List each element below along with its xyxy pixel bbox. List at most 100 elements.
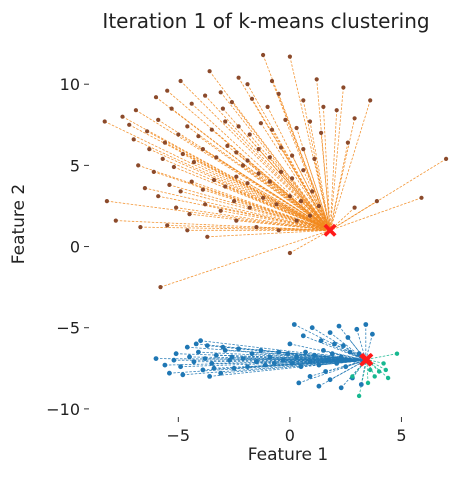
data-point-1-35: [329, 351, 335, 357]
data-point-1-73: [341, 343, 346, 348]
data-point-0-105: [444, 156, 449, 161]
data-point-1-60: [296, 380, 302, 386]
data-point-1-17: [249, 351, 255, 357]
assignment-line-0-28: [329, 118, 355, 231]
assignment-line-0-20: [220, 92, 331, 231]
centroid-marker-0: [323, 223, 337, 237]
data-point-0-46: [136, 163, 141, 168]
data-point-1-36: [334, 361, 340, 366]
data-point-1-58: [363, 322, 369, 327]
data-point-1-16: [245, 364, 250, 370]
assignment-line-0-15: [146, 130, 331, 231]
assignment-line-0-78: [176, 207, 331, 231]
data-point-0-42: [294, 125, 299, 131]
data-point-1-34: [325, 357, 331, 363]
data-point-1-27: [294, 354, 299, 360]
centroid-markers: [323, 223, 374, 367]
data-point-1-57: [354, 326, 360, 332]
assignment-line-1-70: [209, 359, 366, 377]
data-point-0-88: [310, 189, 315, 194]
data-point-0-22: [249, 96, 255, 101]
data-point-1-30: [307, 359, 313, 365]
data-point-0-3: [178, 78, 183, 84]
data-point-0-10: [341, 85, 346, 90]
assignment-line-0-53: [216, 156, 331, 231]
data-point-0-45: [345, 140, 350, 145]
data-point-1-20: [262, 362, 268, 368]
assignment-line-0-43: [309, 121, 331, 231]
data-point-1-69: [198, 338, 204, 344]
assignment-line-0-18: [191, 103, 331, 231]
assignment-line-0-85: [276, 203, 331, 231]
data-point-0-38: [247, 132, 252, 137]
assignment-line-1-51: [303, 335, 366, 361]
data-point-0-103: [374, 199, 379, 204]
assignment-line-0-22: [251, 98, 331, 231]
assignment-line-1-17: [251, 353, 366, 361]
data-point-0-30: [147, 147, 152, 152]
data-point-1-2: [180, 372, 186, 378]
data-point-0-40: [269, 127, 275, 132]
data-point-0-48: [160, 156, 165, 161]
assignment-line-0-24: [278, 93, 331, 231]
data-point-1-33: [321, 348, 326, 353]
data-point-2-0: [394, 351, 400, 356]
data-point-0-85: [274, 202, 279, 207]
data-point-1-39: [347, 349, 353, 355]
assignment-line-0-29: [133, 139, 331, 231]
data-point-0-9: [314, 77, 319, 82]
data-point-0-32: [176, 132, 181, 137]
data-point-1-52: [309, 325, 315, 331]
assignment-line-1-57: [356, 329, 367, 361]
data-point-0-8: [287, 54, 292, 59]
data-point-1-28: [298, 364, 304, 370]
data-point-1-44: [187, 354, 192, 360]
data-point-0-33: [185, 124, 190, 129]
y-tick-label-0: −10: [46, 400, 80, 419]
data-point-0-89: [316, 203, 321, 209]
data-point-0-52: [200, 147, 205, 152]
data-point-0-19: [203, 93, 208, 98]
data-point-0-74: [267, 179, 272, 184]
data-point-1-40: [352, 357, 357, 363]
data-point-0-94: [185, 228, 190, 233]
data-point-1-72: [332, 341, 337, 347]
assignment-line-0-86: [289, 195, 331, 231]
assignment-line-0-33: [187, 126, 331, 231]
assignment-line-1-49: [231, 356, 366, 361]
data-point-0-27: [334, 108, 339, 113]
x-axis-label: Feature 1: [248, 445, 328, 465]
data-point-1-43: [178, 364, 184, 370]
data-point-0-2: [165, 88, 170, 93]
data-point-0-82: [232, 199, 237, 204]
data-point-2-6: [350, 374, 355, 379]
data-point-0-23: [265, 104, 270, 109]
data-point-0-80: [203, 202, 208, 207]
assignment-line-0-70: [225, 186, 331, 231]
assignment-line-0-47: [153, 171, 331, 231]
data-point-1-41: [356, 351, 362, 357]
assignment-line-0-23: [267, 106, 331, 231]
data-point-0-68: [200, 187, 205, 192]
data-point-0-86: [287, 194, 292, 199]
data-point-1-47: [211, 365, 217, 371]
assignment-line-0-54: [227, 145, 331, 231]
data-point-0-95: [234, 218, 239, 223]
data-point-1-22: [271, 361, 277, 366]
y-axis-ticks: −10 −5 0 5 10: [46, 75, 89, 419]
assignment-line-0-8: [289, 56, 331, 231]
data-point-0-15: [145, 129, 150, 134]
data-point-0-65: [167, 182, 172, 187]
data-point-0-55: [234, 150, 239, 155]
assignment-line-0-96: [256, 226, 331, 231]
data-point-1-1: [173, 351, 179, 357]
assignment-line-0-59: [280, 147, 331, 231]
data-point-0-107: [240, 163, 246, 168]
data-point-2-5: [356, 393, 362, 399]
x-tick-label-0: −5: [167, 426, 191, 445]
data-point-0-58: [267, 155, 272, 160]
assignment-line-0-34: [198, 135, 331, 231]
data-point-0-26: [321, 104, 326, 109]
data-point-1-38: [343, 364, 349, 370]
